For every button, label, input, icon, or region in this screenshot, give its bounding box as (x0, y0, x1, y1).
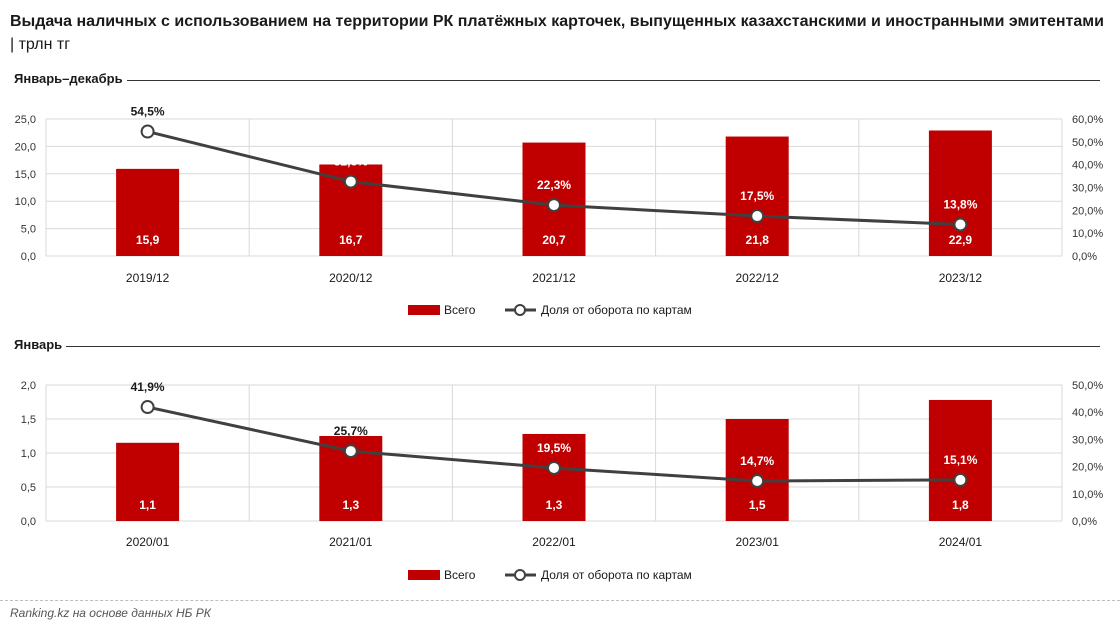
bar-value-label: 1,8 (952, 498, 969, 512)
x-tick-label: 2021/12 (532, 271, 576, 285)
footer-divider (0, 600, 1120, 601)
y-tick-label: 1,5 (21, 414, 36, 426)
y2-tick-label: 0,0% (1072, 516, 1097, 528)
y-tick-label: 1,0 (21, 448, 36, 460)
y2-tick-label: 0,0% (1072, 251, 1097, 263)
bar (725, 136, 789, 256)
legend-line-marker (514, 304, 526, 316)
source-note: Ranking.kz на основе данных НБ РК (10, 606, 211, 620)
x-tick-label: 2022/01 (532, 535, 576, 549)
y2-tick-label: 20,0% (1072, 462, 1103, 474)
bar-value-label: 22,9 (949, 233, 973, 247)
legend-bar-swatch (408, 570, 440, 580)
line-value-label: 25,7% (334, 424, 368, 438)
y2-tick-label: 50,0% (1072, 380, 1103, 392)
bar-value-label: 20,7 (542, 233, 566, 247)
bar-value-label: 1,3 (342, 498, 359, 512)
line-point (343, 444, 358, 459)
line-point (547, 198, 561, 213)
y-tick-label: 15,0 (15, 169, 36, 181)
chart-annual: 0,0 5,0 10,0 15,0 20,0 25,0 0,0% 10,0% 20,0% 30,0… (15, 105, 1104, 317)
line-point (140, 124, 155, 139)
legend-line-marker (514, 569, 526, 581)
y2-tick-label: 50,0% (1072, 137, 1103, 149)
y2-tick-label: 60,0% (1072, 114, 1103, 126)
line-point (750, 474, 765, 489)
x-tick-label: 2023/12 (939, 271, 983, 285)
chart-title: Выдача наличных с использованием на терр… (10, 10, 1110, 56)
x-tick-label: 2024/01 (939, 535, 983, 549)
legend-line-label: Доля от оборота по картам (541, 568, 692, 582)
line-point (953, 472, 968, 487)
line-value-label: 19,5% (537, 441, 571, 455)
x-tick-label: 2019/12 (126, 271, 170, 285)
y2-tick-label: 30,0% (1072, 434, 1103, 446)
legend-bar-swatch (408, 305, 440, 315)
bar-value-label: 16,7 (339, 233, 363, 247)
line-value-label: 54,5% (131, 105, 165, 119)
section-rule-january (14, 346, 1100, 347)
y2-tick-label: 20,0% (1072, 205, 1103, 217)
y2-tick-label: 40,0% (1072, 407, 1103, 419)
x-tick-label: 2022/12 (736, 271, 780, 285)
line-point (953, 217, 968, 232)
y-tick-label: 2,0 (21, 380, 36, 392)
y-tick-label: 10,0 (15, 196, 36, 208)
section-label-january: Январь (14, 337, 67, 352)
chart-title-main: Выдача наличных с использованием на терр… (10, 13, 1104, 30)
bar-value-label: 1,1 (139, 498, 156, 512)
line-point (343, 174, 358, 189)
line-value-label: 15,1% (943, 453, 977, 467)
legend-line-label: Доля от оборота по картам (541, 303, 692, 317)
y-tick-label: 0,0 (21, 516, 36, 528)
y2-tick-label: 10,0% (1072, 228, 1103, 240)
y-tick-label: 20,0 (15, 141, 36, 153)
y-tick-label: 0,5 (21, 482, 36, 494)
bar (116, 168, 180, 256)
bar (725, 419, 789, 521)
line-point (140, 400, 155, 415)
bar (522, 433, 586, 521)
x-tick-label: 2020/01 (126, 535, 170, 549)
bar (928, 399, 992, 521)
line-point (750, 209, 765, 224)
line-value-label: 32,6% (334, 155, 368, 169)
line-value-label: 13,8% (943, 197, 977, 211)
legend-bar-label: Всего (444, 303, 476, 317)
chart-january: 0,0 0,5 1,0 1,5 2,0 0,0% 10,0% 20,0% 30,0% 40,0% 5… (21, 380, 1104, 582)
section-label-annual: Январь–декабрь (14, 71, 127, 86)
y2-tick-label: 30,0% (1072, 183, 1103, 195)
bar (928, 130, 992, 256)
line-value-label: 14,7% (740, 454, 774, 468)
y-tick-label: 25,0 (15, 114, 36, 126)
section-rule-annual (14, 80, 1100, 81)
bar-value-label: 1,3 (546, 498, 563, 512)
bar-value-label: 1,5 (749, 498, 766, 512)
y-tick-label: 0,0 (21, 251, 36, 263)
chart-title-unit: | трлн тг (10, 36, 71, 53)
line-value-label: 17,5% (740, 189, 774, 203)
x-tick-label: 2023/01 (736, 535, 780, 549)
x-tick-label: 2020/12 (329, 271, 373, 285)
line-value-label: 22,3% (537, 178, 571, 192)
bar-value-label: 15,9 (136, 233, 160, 247)
bar (116, 442, 180, 521)
y-tick-label: 5,0 (21, 224, 36, 236)
line-value-label: 41,9% (131, 380, 165, 394)
y2-tick-label: 10,0% (1072, 489, 1103, 501)
legend-bar-label: Всего (444, 568, 476, 582)
bar-value-label: 21,8 (746, 233, 770, 247)
x-tick-label: 2021/01 (329, 535, 373, 549)
line-point (547, 460, 561, 475)
y2-tick-label: 40,0% (1072, 160, 1103, 172)
